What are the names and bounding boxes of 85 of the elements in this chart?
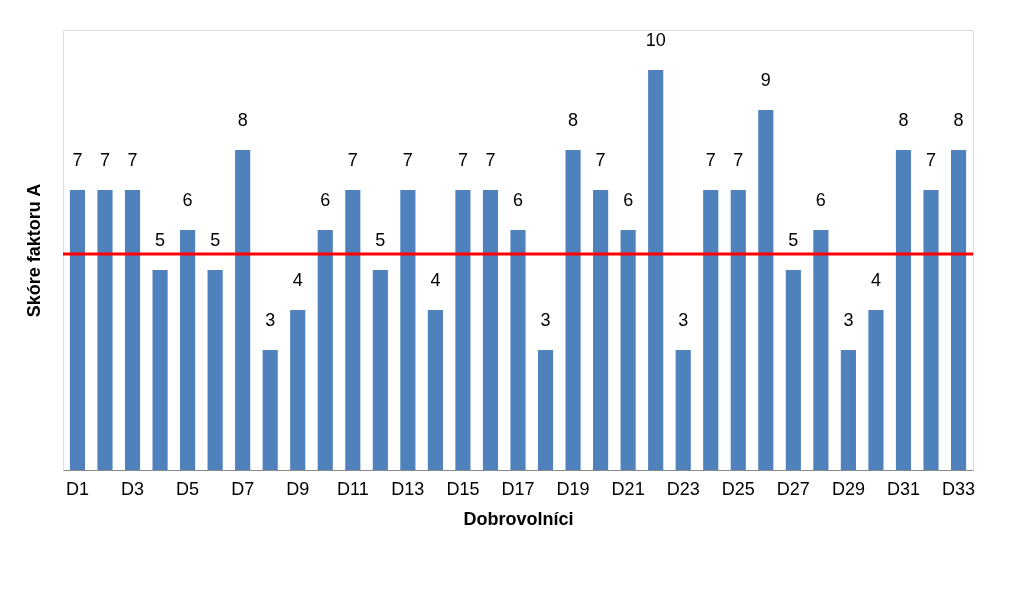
- data-label: 7: [705, 150, 716, 170]
- bar: [537, 350, 554, 470]
- data-label: 8: [237, 110, 248, 130]
- bar: [400, 190, 416, 470]
- data-label: 7: [72, 150, 83, 170]
- x-tick-label: D7: [231, 478, 255, 499]
- bar: [565, 150, 581, 470]
- bar: [758, 110, 774, 470]
- data-label: 3: [843, 310, 854, 330]
- bar: [950, 150, 967, 470]
- data-label: 4: [870, 270, 881, 290]
- bar: [290, 310, 306, 470]
- bar: [510, 230, 526, 470]
- data-label: 7: [347, 150, 358, 170]
- data-label: 9: [760, 70, 771, 90]
- bar: [235, 150, 251, 470]
- data-label: 3: [540, 310, 551, 330]
- bar: [69, 190, 86, 470]
- y-axis-title: Skóre faktoru A: [23, 183, 44, 318]
- x-tick-label: D13: [391, 478, 425, 499]
- data-label: 6: [182, 190, 193, 210]
- x-tick-label: D19: [556, 478, 590, 499]
- bar: [207, 270, 223, 470]
- data-label: 4: [292, 270, 303, 290]
- x-axis-title: Dobrovolníci: [463, 508, 574, 529]
- bar: [455, 190, 471, 470]
- data-label: 3: [265, 310, 276, 330]
- bar: [372, 270, 388, 470]
- bar: [180, 230, 196, 470]
- data-label: 3: [678, 310, 689, 330]
- bar: [124, 190, 141, 470]
- data-label: 7: [485, 150, 496, 170]
- data-label: 5: [210, 230, 221, 250]
- data-label: 5: [788, 230, 799, 250]
- data-label: 8: [953, 110, 964, 130]
- data-label: 7: [99, 150, 110, 170]
- x-tick-label: D25: [721, 478, 755, 499]
- data-label: 4: [430, 270, 441, 290]
- bar: [262, 350, 278, 470]
- data-label: 7: [926, 150, 937, 170]
- bar: [152, 270, 168, 470]
- bar: [675, 350, 691, 470]
- bar: [648, 70, 664, 470]
- bar: [97, 190, 113, 470]
- x-tick-label: D23: [666, 478, 700, 499]
- bar: [345, 190, 361, 470]
- data-label: 6: [815, 190, 826, 210]
- x-tick-label: D15: [446, 478, 480, 499]
- data-label: 7: [733, 150, 744, 170]
- data-label: 6: [623, 190, 634, 210]
- x-tick-label: D31: [886, 478, 920, 499]
- data-label: 7: [127, 150, 138, 170]
- bar: [868, 310, 884, 470]
- x-tick-label: D33: [942, 478, 976, 499]
- bar: [427, 310, 443, 470]
- x-tick-label: D17: [501, 478, 535, 499]
- bar: [317, 230, 333, 470]
- data-label: 5: [155, 230, 166, 250]
- data-label: 7: [457, 150, 468, 170]
- bar: [620, 230, 636, 470]
- data-label: 7: [595, 150, 606, 170]
- x-tick-label: D5: [176, 478, 200, 499]
- x-tick-label: D29: [831, 478, 865, 499]
- data-label: 10: [645, 30, 666, 50]
- bar: [840, 350, 856, 470]
- bar: [482, 190, 499, 470]
- x-tick-label: D1: [65, 478, 89, 499]
- x-tick-label: D27: [776, 478, 810, 499]
- bar: [923, 190, 939, 470]
- data-label: 8: [898, 110, 909, 130]
- x-tick-label: D21: [611, 478, 645, 499]
- data-label: 6: [512, 190, 524, 210]
- bar: [785, 270, 801, 470]
- data-label: 7: [402, 150, 413, 170]
- bar: [593, 190, 609, 470]
- x-tick-label: D3: [121, 478, 145, 499]
- data-label: 6: [320, 190, 331, 210]
- data-label: 8: [568, 110, 579, 130]
- bar: [813, 230, 829, 470]
- x-tick-label: D9: [286, 478, 310, 499]
- bar: [703, 190, 719, 470]
- bar: [730, 190, 746, 470]
- bar: [895, 150, 912, 470]
- x-tick-label: D11: [336, 478, 369, 499]
- data-label: 5: [375, 230, 386, 250]
